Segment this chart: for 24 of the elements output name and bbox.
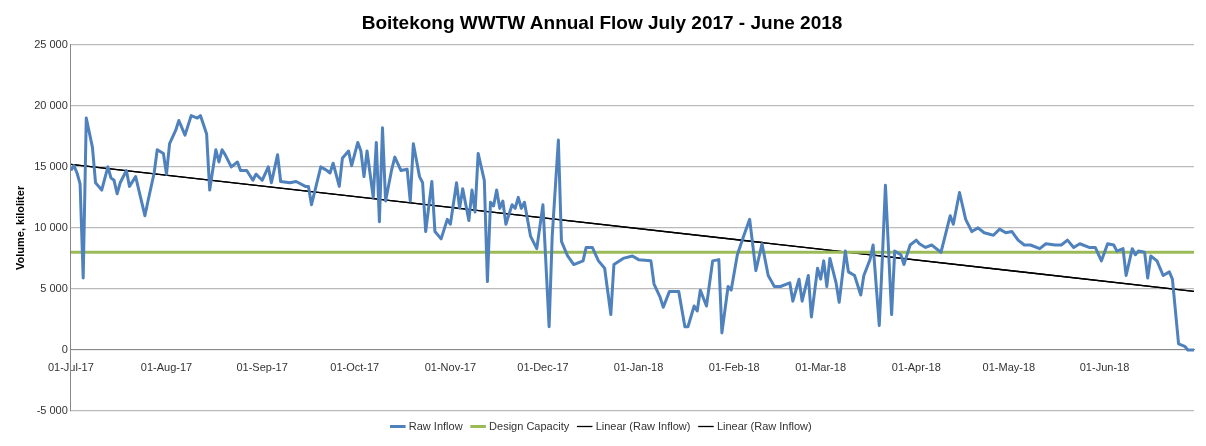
y-tick-label: 5 000 bbox=[40, 281, 68, 294]
legend-label: Linear (Raw Inflow) bbox=[716, 419, 812, 432]
x-tick-label: 01-Sep-17 bbox=[236, 360, 288, 373]
y-tick-label: -5 000 bbox=[36, 404, 68, 417]
x-tick-label: 01-Mar-18 bbox=[795, 360, 847, 373]
y-axis-title: Volume, kiloliter bbox=[13, 185, 26, 270]
legend-label: Raw Inflow bbox=[408, 419, 463, 432]
x-tick-label: 01-Dec-17 bbox=[517, 360, 569, 373]
y-tick-label: 0 bbox=[61, 343, 68, 355]
x-tick-label: 01-Nov-17 bbox=[424, 360, 477, 373]
legend-label: Design Capacity bbox=[489, 419, 570, 432]
x-tick-label: 01-Apr-18 bbox=[891, 360, 941, 373]
x-tick-label: 01-Jun-18 bbox=[1079, 360, 1130, 373]
x-tick-label: 01-Oct-17 bbox=[330, 360, 380, 373]
x-tick-label: 01-May-18 bbox=[982, 360, 1036, 373]
y-tick-label: 20 000 bbox=[34, 98, 68, 111]
y-tick-label: 10 000 bbox=[34, 220, 68, 233]
chart-title: Boitekong WWTW Annual Flow July 2017 - June 2018 bbox=[361, 11, 843, 33]
y-tick-label: 15 000 bbox=[34, 159, 68, 172]
x-tick-label: 01-Feb-18 bbox=[708, 360, 760, 373]
y-tick-label: 25 000 bbox=[34, 37, 68, 50]
x-tick-label: 01-Jan-18 bbox=[613, 360, 664, 373]
legend-label: Linear (Raw Inflow) bbox=[595, 419, 691, 432]
x-tick-label: 01-Aug-17 bbox=[140, 360, 193, 373]
